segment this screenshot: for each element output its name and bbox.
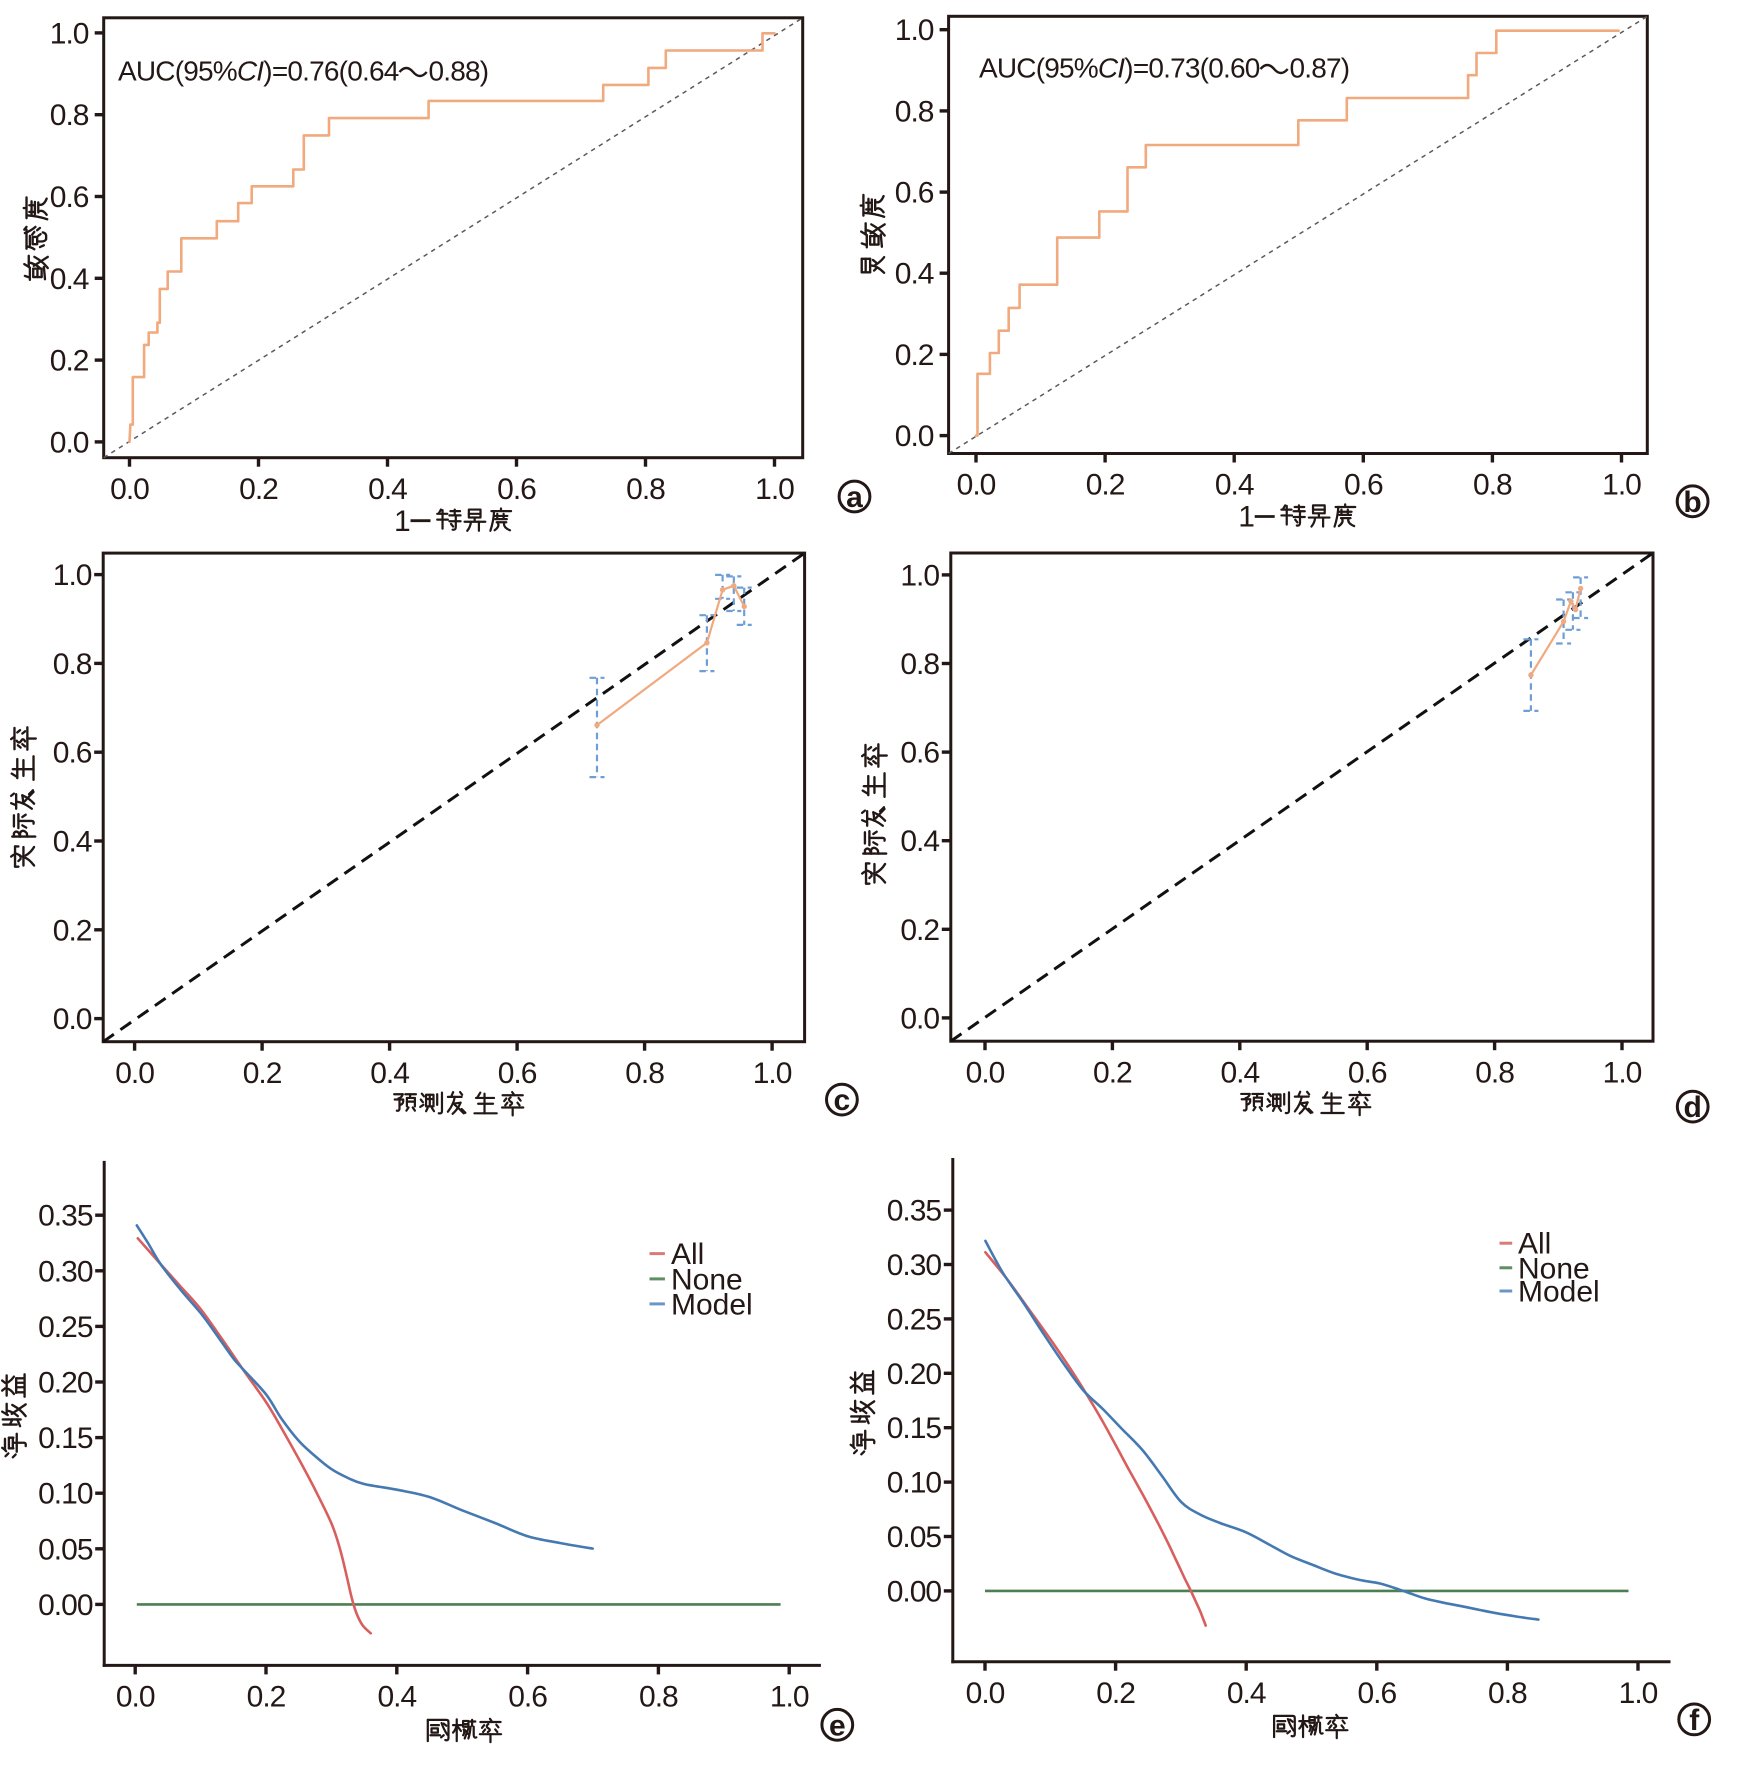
svg-text:0.4: 0.4 [50, 263, 89, 296]
svg-text:None: None [671, 1263, 743, 1296]
svg-text:0.6: 0.6 [900, 737, 939, 770]
svg-text:0.10: 0.10 [887, 1467, 942, 1500]
svg-text:c: c [834, 1084, 851, 1117]
svg-text:0.8: 0.8 [625, 1057, 664, 1090]
svg-text:0.00: 0.00 [887, 1575, 942, 1608]
svg-text:0.8: 0.8 [895, 95, 934, 128]
svg-text:0.4: 0.4 [900, 825, 939, 858]
svg-text:0.2: 0.2 [50, 345, 89, 378]
svg-text:1.0: 1.0 [53, 559, 92, 592]
svg-text:0.8: 0.8 [900, 648, 939, 681]
svg-text:0.4: 0.4 [1215, 469, 1254, 502]
svg-text:1.0: 1.0 [1602, 469, 1641, 502]
svg-text:0.4: 0.4 [1227, 1677, 1266, 1710]
svg-text:0.6: 0.6 [497, 473, 536, 506]
svg-text:d: d [1684, 1091, 1702, 1124]
svg-text:All: All [671, 1238, 704, 1271]
svg-text:0.2: 0.2 [895, 339, 934, 372]
svg-text:0.0: 0.0 [53, 1003, 92, 1036]
svg-text:0.0: 0.0 [966, 1056, 1005, 1089]
svg-text:0.05: 0.05 [38, 1533, 93, 1566]
svg-text:0.2: 0.2 [1093, 1056, 1132, 1089]
svg-text:0.35: 0.35 [887, 1195, 942, 1228]
svg-text:0.8: 0.8 [53, 648, 92, 681]
svg-text:0.6: 0.6 [1344, 469, 1383, 502]
svg-text:1.0: 1.0 [900, 559, 939, 592]
svg-text:1.0: 1.0 [895, 14, 934, 47]
svg-text:0.2: 0.2 [247, 1681, 286, 1714]
svg-text:0.8: 0.8 [639, 1681, 678, 1714]
svg-text:0.6: 0.6 [1348, 1056, 1387, 1089]
svg-text:0.0: 0.0 [115, 1057, 154, 1090]
svg-text:0.6: 0.6 [1357, 1677, 1396, 1710]
svg-text:1.0: 1.0 [1603, 1056, 1642, 1089]
svg-text:0.8: 0.8 [50, 99, 89, 132]
svg-text:0.6: 0.6 [53, 737, 92, 770]
svg-text:0.2: 0.2 [239, 473, 278, 506]
svg-text:0.8: 0.8 [1488, 1677, 1527, 1710]
svg-text:0.6: 0.6 [508, 1681, 547, 1714]
svg-text:1: 1 [1238, 501, 1255, 534]
svg-text:0.30: 0.30 [38, 1255, 93, 1288]
svg-text:1.0: 1.0 [50, 17, 89, 50]
svg-text:0.0: 0.0 [116, 1681, 155, 1714]
svg-text:0.87): 0.87) [1290, 53, 1350, 84]
svg-text:AUC(95%CI)=0.76(0.64: AUC(95%CI)=0.76(0.64 [118, 56, 399, 87]
svg-text:0.8: 0.8 [626, 473, 665, 506]
svg-text:0.30: 0.30 [887, 1249, 942, 1282]
svg-text:0.8: 0.8 [1475, 1056, 1514, 1089]
svg-text:b: b [1683, 486, 1701, 519]
svg-text:0.4: 0.4 [370, 1057, 409, 1090]
svg-text:Model: Model [671, 1288, 753, 1321]
svg-text:0.25: 0.25 [887, 1303, 942, 1336]
svg-text:0.20: 0.20 [38, 1367, 93, 1400]
svg-text:AUC(95%CI)=0.73(0.60: AUC(95%CI)=0.73(0.60 [979, 53, 1260, 84]
svg-text:None: None [1518, 1252, 1590, 1285]
svg-text:0.20: 0.20 [887, 1358, 942, 1391]
svg-text:0.6: 0.6 [50, 181, 89, 214]
svg-text:0.4: 0.4 [53, 826, 92, 859]
svg-text:0.0: 0.0 [900, 1002, 939, 1035]
svg-text:0.88): 0.88) [429, 56, 489, 87]
svg-text:Model: Model [1518, 1276, 1600, 1309]
svg-text:a: a [846, 481, 863, 514]
svg-text:0.2: 0.2 [1096, 1677, 1135, 1710]
svg-text:0.4: 0.4 [377, 1681, 416, 1714]
svg-text:0.25: 0.25 [38, 1311, 93, 1344]
svg-text:f: f [1689, 1704, 1700, 1737]
svg-text:0.15: 0.15 [38, 1422, 93, 1455]
svg-text:0.4: 0.4 [895, 258, 934, 291]
svg-text:0.15: 0.15 [887, 1412, 942, 1445]
svg-text:1.0: 1.0 [1619, 1677, 1658, 1710]
svg-text:0.8: 0.8 [1473, 469, 1512, 502]
svg-text:0.00: 0.00 [38, 1589, 93, 1622]
svg-text:1: 1 [394, 505, 411, 538]
svg-text:1.0: 1.0 [770, 1681, 809, 1714]
svg-text:1.0: 1.0 [753, 1057, 792, 1090]
svg-text:0.10: 0.10 [38, 1478, 93, 1511]
svg-text:0.35: 0.35 [38, 1200, 93, 1233]
svg-text:1.0: 1.0 [755, 473, 794, 506]
svg-text:0.0: 0.0 [110, 473, 149, 506]
svg-text:0.6: 0.6 [895, 177, 934, 210]
svg-text:0.2: 0.2 [53, 914, 92, 947]
svg-text:0.0: 0.0 [966, 1677, 1005, 1710]
svg-text:e: e [829, 1709, 846, 1742]
svg-text:0.4: 0.4 [368, 473, 407, 506]
svg-text:0.2: 0.2 [900, 914, 939, 947]
svg-text:0.0: 0.0 [895, 420, 934, 453]
svg-text:0.2: 0.2 [243, 1057, 282, 1090]
svg-text:0.0: 0.0 [50, 426, 89, 459]
svg-text:0.05: 0.05 [887, 1521, 942, 1554]
svg-text:0.4: 0.4 [1220, 1056, 1259, 1089]
svg-text:0.2: 0.2 [1086, 469, 1125, 502]
svg-text:0.0: 0.0 [957, 469, 996, 502]
svg-text:All: All [1518, 1228, 1551, 1261]
svg-text:0.6: 0.6 [498, 1057, 537, 1090]
